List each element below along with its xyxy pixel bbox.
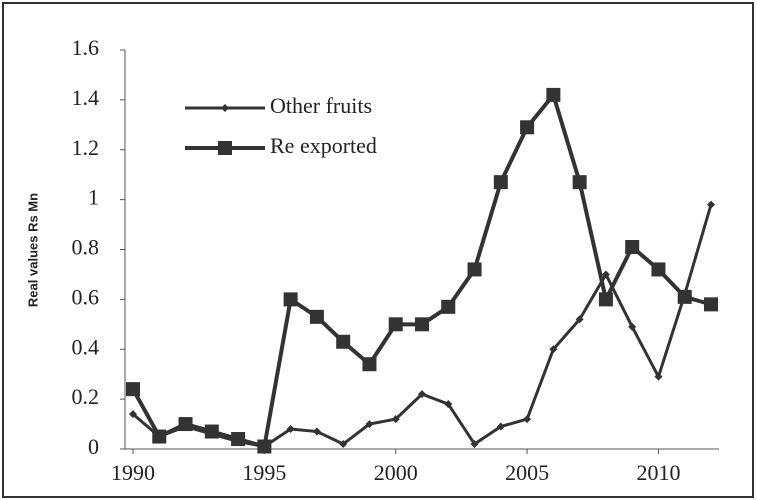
point bbox=[654, 372, 663, 381]
x-tick-label: 2000 bbox=[374, 460, 418, 485]
point bbox=[470, 440, 479, 449]
point bbox=[286, 425, 295, 434]
x-tick-label: 2005 bbox=[505, 460, 549, 485]
point bbox=[444, 400, 453, 409]
legend-label: Re exported bbox=[270, 133, 377, 158]
point bbox=[546, 87, 561, 102]
legend-marker bbox=[218, 141, 232, 155]
point bbox=[418, 390, 426, 399]
point bbox=[388, 317, 403, 332]
point bbox=[362, 357, 377, 372]
point bbox=[178, 417, 193, 432]
y-tick-label: 0 bbox=[88, 434, 99, 459]
point bbox=[365, 420, 374, 429]
point bbox=[152, 429, 167, 444]
point bbox=[415, 317, 429, 332]
point bbox=[575, 315, 584, 324]
y-tick-label: 1.6 bbox=[72, 35, 100, 60]
x-tick-label: 1990 bbox=[111, 460, 155, 485]
point bbox=[598, 292, 613, 307]
point bbox=[704, 297, 718, 312]
point bbox=[549, 345, 558, 354]
y-tick-label: 1.4 bbox=[72, 85, 100, 110]
point bbox=[707, 200, 715, 209]
y-tick-label: 0.8 bbox=[72, 235, 100, 260]
y-axis-label: Real values Rs Mn bbox=[25, 193, 40, 307]
point bbox=[339, 440, 348, 449]
legend-label: Other fruits bbox=[270, 93, 372, 118]
y-tick-label: 1 bbox=[88, 185, 99, 210]
point bbox=[126, 382, 140, 397]
point bbox=[651, 262, 666, 277]
point bbox=[204, 424, 219, 439]
point bbox=[257, 439, 272, 454]
point bbox=[312, 427, 321, 436]
point bbox=[283, 292, 298, 307]
point bbox=[625, 240, 640, 255]
y-tick-label: 0.6 bbox=[72, 284, 100, 309]
point bbox=[628, 322, 637, 331]
point bbox=[496, 422, 505, 431]
point bbox=[231, 432, 246, 447]
point bbox=[677, 289, 692, 304]
point bbox=[309, 309, 324, 324]
x-tick-label: 2010 bbox=[636, 460, 680, 485]
point bbox=[467, 262, 482, 277]
y-tick-label: 0.2 bbox=[72, 384, 100, 409]
point bbox=[601, 270, 610, 279]
point bbox=[441, 299, 456, 314]
point bbox=[336, 334, 351, 349]
point bbox=[572, 175, 587, 190]
legend-marker bbox=[221, 104, 229, 112]
point bbox=[493, 175, 508, 190]
point bbox=[520, 120, 535, 135]
y-tick-label: 1.2 bbox=[72, 135, 100, 160]
point bbox=[129, 410, 137, 419]
point bbox=[523, 415, 532, 424]
y-tick-label: 0.4 bbox=[72, 334, 100, 359]
point bbox=[391, 415, 400, 424]
x-tick-label: 1995 bbox=[242, 460, 286, 485]
